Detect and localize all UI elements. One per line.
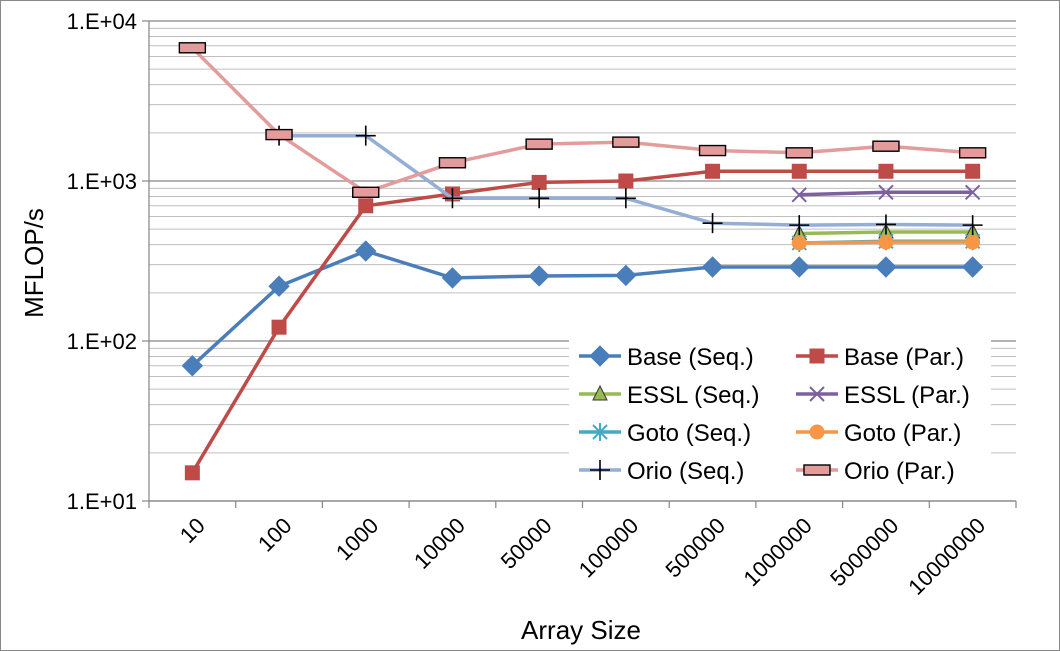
marker-x — [878, 184, 894, 201]
marker-circle — [965, 234, 981, 250]
marker-diamond — [788, 256, 810, 278]
marker-asterisk — [592, 423, 608, 441]
x-tick-label: 10000000 — [903, 513, 990, 600]
legend-item: Orio (Seq.) — [579, 458, 744, 485]
legend-item: Base (Par.) — [796, 344, 964, 371]
marker-diamond — [615, 264, 637, 287]
series-5 — [791, 234, 981, 251]
marker-square — [184, 465, 200, 481]
legend-label: Base (Seq.) — [627, 344, 754, 371]
marker-dash — [785, 147, 813, 159]
legend-label: Goto (Seq.) — [627, 420, 751, 447]
series-6 — [269, 125, 983, 236]
axes — [142, 20, 1017, 508]
x-tick-label: 500000 — [660, 513, 730, 583]
legend-item: ESSL (Par.) — [796, 382, 970, 409]
marker-square — [618, 173, 634, 189]
legend-item: Base (Seq.) — [579, 344, 754, 371]
marker-dash — [612, 136, 640, 148]
marker-x — [809, 386, 825, 402]
marker-dash — [265, 128, 293, 141]
y-tick-label: 1.E+03 — [67, 169, 137, 194]
legend-label: Orio (Seq.) — [627, 458, 744, 485]
marker-plus — [529, 188, 550, 209]
marker-square — [791, 163, 807, 179]
marker-plus — [875, 214, 896, 235]
series-group — [178, 42, 987, 481]
legend-item: Goto (Seq.) — [579, 420, 751, 447]
marker-circle — [791, 235, 807, 251]
marker-plus — [962, 215, 983, 236]
legend-background — [569, 334, 991, 494]
legend-label: Orio (Par.) — [844, 458, 955, 485]
marker-dash — [872, 140, 900, 152]
x-tick-label: 100 — [253, 513, 297, 557]
marker-plus — [702, 213, 723, 234]
y-tick-label: 1.E+04 — [67, 9, 137, 34]
marker-dash — [352, 186, 380, 198]
marker-square — [965, 163, 981, 179]
marker-plus — [355, 125, 376, 146]
marker-diamond — [589, 345, 611, 367]
marker-dash — [525, 138, 553, 150]
marker-square — [809, 348, 825, 364]
x-axis-title: Array Size — [521, 615, 641, 645]
x-tick-label: 1000 — [331, 513, 383, 565]
y-tick-labels: 1.E+01 1.E+02 1.E+03 1.E+04 — [67, 9, 137, 514]
marker-square — [531, 174, 547, 190]
marker-circle — [878, 234, 894, 250]
marker-diamond — [441, 267, 464, 289]
marker-diamond — [181, 355, 204, 377]
marker-plus — [590, 460, 610, 480]
legend-label: Base (Par.) — [844, 344, 964, 371]
marker-plus — [789, 215, 810, 236]
legend-item: Orio (Par.) — [796, 458, 955, 485]
marker-plus — [442, 188, 463, 209]
marker-square — [878, 163, 894, 179]
marker-dash — [803, 464, 831, 476]
marker-diamond — [268, 275, 290, 297]
x-tick-label: 50000 — [496, 513, 557, 574]
series-7 — [178, 42, 987, 198]
legend-label: Goto (Par.) — [844, 420, 961, 447]
x-tick-label: 5000000 — [825, 513, 903, 591]
series-line — [190, 169, 973, 474]
marker-dash — [698, 144, 727, 157]
marker-triangle — [592, 384, 608, 401]
legend-item: Goto (Par.) — [796, 420, 961, 447]
marker-square — [705, 163, 721, 179]
marker-x — [791, 187, 807, 203]
series-3 — [791, 184, 981, 203]
x-tick-labels: 10 100 1000 10000 50000 100000 500000 1000000 50… — [175, 513, 990, 600]
x-tick-label: 100000 — [574, 513, 644, 583]
marker-diamond — [528, 265, 550, 287]
legend-label: ESSL (Seq.) — [627, 382, 760, 409]
x-tick-label: 10 — [175, 513, 210, 548]
y-tick-label: 1.E+02 — [67, 329, 137, 354]
x-tick-label: 10000 — [409, 513, 470, 574]
marker-diamond — [875, 256, 897, 278]
marker-square — [358, 198, 374, 214]
marker-diamond — [701, 256, 724, 278]
marker-dash — [438, 157, 467, 169]
y-axis-title: MFLOP/s — [19, 208, 49, 318]
legend-label: ESSL (Par.) — [844, 382, 970, 409]
marker-diamond — [961, 256, 984, 278]
legend: Base (Seq.) Base (Par.) ESSL (Seq.) ESSL (P… — [569, 334, 991, 494]
marker-circle — [809, 424, 825, 440]
marker-x — [964, 184, 981, 201]
legend-item: ESSL (Seq.) — [579, 382, 760, 409]
marker-diamond — [355, 240, 377, 262]
marker-dash — [178, 42, 207, 54]
marker-dash — [958, 147, 987, 159]
series-line — [191, 46, 973, 195]
marker-plus — [615, 188, 636, 209]
x-tick-label: 1000000 — [739, 513, 817, 591]
y-tick-label: 1.E+01 — [67, 489, 137, 514]
marker-square — [271, 319, 287, 335]
